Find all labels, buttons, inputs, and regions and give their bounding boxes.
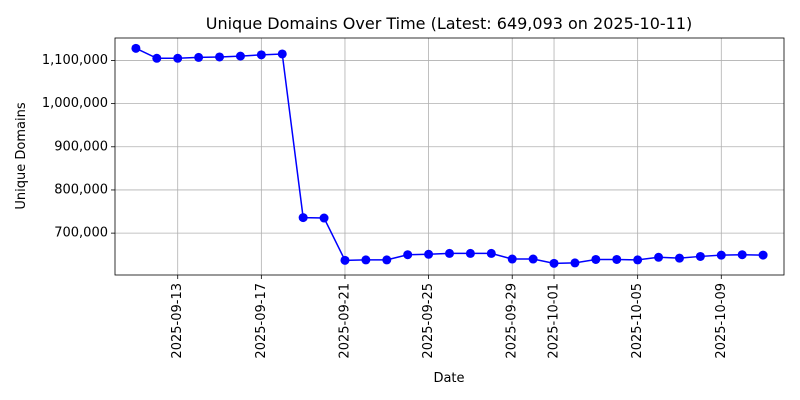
data-point — [424, 249, 434, 259]
data-point — [445, 248, 454, 258]
data-point — [319, 213, 329, 223]
data-point — [737, 250, 747, 260]
x-tick-label: 2025-10-05 — [630, 283, 645, 359]
y-tick-label: 900,000 — [54, 139, 108, 154]
data-point — [654, 252, 664, 262]
y-tick-label: 1,000,000 — [42, 96, 108, 111]
data-point — [215, 52, 225, 62]
data-point — [361, 255, 371, 265]
data-point — [235, 51, 245, 61]
grid — [115, 38, 784, 275]
x-tick-label: 2025-09-25 — [421, 283, 436, 359]
x-axis-label: Date — [433, 371, 464, 386]
data-point — [131, 43, 141, 53]
data-point — [277, 49, 287, 59]
data-point — [194, 52, 204, 62]
data-point — [674, 253, 684, 263]
data-point — [152, 53, 162, 63]
x-tick-label: 2025-09-21 — [337, 283, 352, 359]
data-point — [591, 254, 601, 264]
data-point — [340, 255, 350, 265]
data-point — [716, 250, 726, 260]
data-point — [695, 251, 705, 261]
data-point — [758, 250, 768, 260]
y-axis-label: Unique Domains — [14, 102, 29, 209]
y-tick-label: 800,000 — [54, 182, 108, 197]
data-point — [256, 50, 266, 60]
series-line — [135, 47, 764, 265]
data-point — [549, 258, 559, 268]
data-point — [173, 53, 183, 63]
data-point — [465, 248, 475, 258]
data-point — [528, 254, 538, 264]
data-point — [570, 258, 580, 268]
y-tick-label: 700,000 — [54, 226, 108, 241]
data-point — [612, 254, 622, 264]
data-point — [486, 248, 496, 258]
data-point — [507, 254, 517, 264]
series-unique-domains — [131, 43, 768, 268]
data-point — [633, 255, 643, 265]
x-tick-label: 2025-10-01 — [547, 283, 562, 359]
data-point — [298, 213, 308, 223]
axes: 2025-09-13 2025-09-17 2025-09-21 2025-09-25… — [42, 37, 785, 359]
data-point — [403, 250, 413, 260]
x-tick-label: 2025-09-17 — [254, 283, 269, 359]
x-tick-label: 2025-09-29 — [505, 283, 520, 359]
chart-title: Unique Domains Over Time (Latest: 649,09… — [206, 14, 693, 33]
plot-frame — [114, 37, 785, 276]
y-tick-label: 1,100,000 — [42, 53, 108, 68]
x-tick-label: 2025-09-13 — [170, 283, 185, 359]
x-tick-label: 2025-10-09 — [714, 283, 729, 359]
data-point — [382, 255, 392, 265]
